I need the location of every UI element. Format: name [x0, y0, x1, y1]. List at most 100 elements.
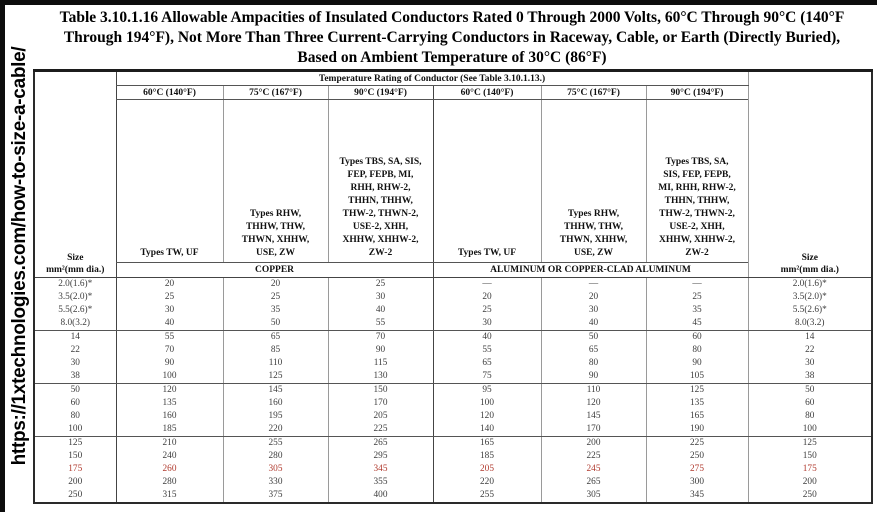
size-cell-left: 250	[34, 489, 116, 504]
size-cell-right: 250	[747, 489, 872, 504]
table-row: 8.0(3.2) 40 50 55 30 40 45 8.0(3.2)	[34, 317, 872, 332]
ampacity-cell: 305	[222, 463, 328, 477]
size-cell-right: 175	[747, 463, 872, 477]
size-header-right: Size mm²(mm dia.)	[747, 70, 872, 279]
ampacity-cell: 160	[115, 410, 223, 424]
ampacity-cell: 185	[115, 423, 223, 438]
aluminum-90c-header: 90°C (194°F)	[645, 85, 748, 101]
ampacity-cell: 80	[540, 357, 646, 371]
ampacity-cell: 190	[645, 423, 748, 438]
content-area: Table 3.10.1.16 Allowable Ampacities of …	[33, 8, 873, 505]
table-row: 38 100 125 130 75 90 105 38	[34, 370, 872, 385]
ampacity-cell: 165	[432, 436, 541, 451]
ampacity-cell: 100	[432, 397, 541, 411]
ampacity-cell: —	[432, 277, 541, 292]
ampacity-cell: 220	[222, 423, 328, 438]
size-cell-right: 8.0(3.2)	[747, 317, 872, 332]
ampacity-cell: 135	[115, 397, 223, 411]
ampacity-cell: 115	[327, 357, 433, 371]
ampacity-cell: 130	[327, 370, 433, 385]
size-cell-right: 80	[747, 410, 872, 424]
ampacity-cell: 70	[115, 344, 223, 358]
ampacity-cell: 210	[115, 436, 223, 451]
ampacity-cell: 125	[222, 370, 328, 385]
ampacity-cell: 25	[327, 277, 433, 292]
ampacity-cell: 165	[645, 410, 748, 424]
size-cell-left: 5.5(2.6)*	[58, 305, 93, 316]
header-row-temps: 60°C (140°F) 75°C (167°F) 90°C (194°F) 6…	[34, 85, 872, 101]
size-cell-right: 5.5(2.6)*	[747, 304, 872, 318]
copper-90c-types: Types TBS, SA, SIS, FEP, FEPB, MI, RHH, …	[327, 99, 433, 264]
ampacity-cell: 25	[222, 291, 328, 305]
ampacity-cell: 65	[432, 357, 541, 371]
table-row: 2.0(1.6)* 20 20 25— — —2.0(1.6)*	[34, 277, 872, 292]
size-cell-right: 3.5(2.0)*	[747, 291, 872, 305]
ampacity-cell: 65	[222, 330, 328, 345]
top-frame-bar	[0, 0, 877, 5]
table-row: 80 160 195 205 120 145 165 80	[34, 410, 872, 424]
ampacity-cell: 280	[222, 450, 328, 464]
ampacity-cell: 255	[432, 489, 541, 504]
ampacity-cell: 125	[645, 383, 748, 398]
ampacity-cell: 40	[115, 317, 223, 332]
ampacity-cell: 55	[115, 330, 223, 345]
ampacity-cell: 160	[222, 397, 328, 411]
ampacity-cell: 315	[115, 489, 223, 504]
size-cell-left: 14	[70, 332, 80, 343]
ampacity-cell: 375	[222, 489, 328, 504]
aluminum-90c-types: Types TBS, SA, SIS, FEP, FEPB, MI, RHH, …	[645, 99, 748, 264]
ampacity-cell: 60	[645, 330, 748, 345]
ampacity-cell: 70	[327, 330, 433, 345]
ampacity-cell: 30	[540, 304, 646, 318]
copper-banner: COPPER	[115, 262, 433, 279]
ampacity-cell: 135	[645, 397, 748, 411]
ampacity-cell: 170	[327, 397, 433, 411]
aluminum-75c-types: Types RHW, THHW, THW, THWN, XHHW, USE, Z…	[540, 99, 646, 264]
ampacity-cell: 305	[540, 489, 646, 504]
ampacity-cell: 110	[222, 357, 328, 371]
table-row: 50 120 145 150 95 110 125 50	[34, 383, 872, 398]
ampacity-cell: 20	[222, 277, 328, 292]
aluminum-60c-header: 60°C (140°F)	[432, 85, 541, 101]
size-cell-left: 3.5(2.0)*	[58, 292, 93, 303]
ampacity-cell: 195	[222, 410, 328, 424]
size-header-left-line1: Size	[67, 253, 84, 264]
table-row: 125 210 255 265 165 200 225 125	[34, 436, 872, 451]
table-row: 250 315 375 400 255 305 345 250	[34, 489, 872, 504]
ampacity-cell: 265	[540, 476, 646, 490]
header-row-material: COPPER ALUMINUM OR COPPER-CLAD ALUMINUM	[34, 262, 872, 279]
ampacity-cell: 140	[432, 423, 541, 438]
ampacity-cell: 205	[432, 463, 541, 477]
copper-75c-header: 75°C (167°F)	[222, 85, 328, 101]
ampacity-cell: 40	[540, 317, 646, 332]
table-row: 175 260 305 345 205 245 275 175	[34, 463, 872, 477]
size-cell-left: 60	[70, 398, 80, 409]
ampacity-cell: 50	[540, 330, 646, 345]
ampacity-cell: 90	[115, 357, 223, 371]
aluminum-75c-header: 75°C (167°F)	[540, 85, 646, 101]
ampacity-cell: 25	[432, 304, 541, 318]
size-cell-right: 2.0(1.6)*	[747, 277, 872, 292]
temperature-rating-header: Temperature Rating of Conductor (See Tab…	[115, 70, 748, 87]
table-row: 30 90 110 115 65 80 90 30	[34, 357, 872, 371]
ampacity-cell: 120	[540, 397, 646, 411]
size-cell-left: 50	[70, 385, 80, 396]
ampacity-cell: 65	[540, 344, 646, 358]
ampacity-cell: 205	[327, 410, 433, 424]
ampacity-cell: 50	[222, 317, 328, 332]
size-cell-left: 175	[68, 464, 83, 475]
size-cell-left: 8.0(3.2)	[34, 317, 116, 332]
ampacity-cell: 170	[540, 423, 646, 438]
ampacity-cell: 90	[645, 357, 748, 371]
ampacity-cell: 40	[432, 330, 541, 345]
ampacity-cell: 110	[540, 383, 646, 398]
ampacity-cell: 100	[115, 370, 223, 385]
size-cell-left: 125	[68, 438, 83, 449]
ampacity-cell: 240	[115, 450, 223, 464]
ampacity-cell: 30	[115, 304, 223, 318]
table-title: Table 3.10.1.16 Allowable Ampacities of …	[59, 9, 845, 66]
size-cell-left: 100	[34, 423, 116, 438]
table-row: 5.5(2.6)* 30 35 40 25 30 35 5.5(2.6)*	[34, 304, 872, 318]
ampacity-cell: 295	[327, 450, 433, 464]
